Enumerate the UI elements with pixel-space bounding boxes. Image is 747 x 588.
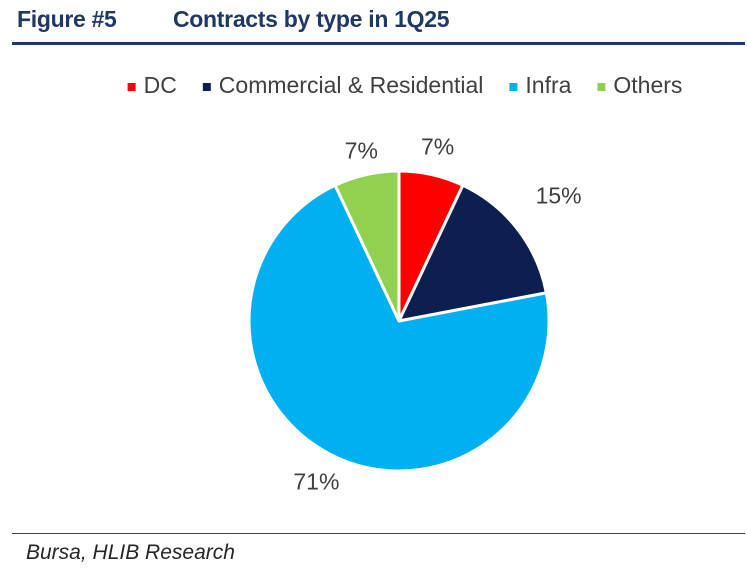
legend-label-commercial-residential: Commercial & Residential: [219, 72, 484, 98]
pie-slice-infra: [247, 183, 551, 473]
data-label-commercial-residential: 15%: [536, 182, 582, 208]
legend-swatch-commercial-residential: [202, 83, 211, 91]
legend-label-infra: Infra: [525, 72, 571, 98]
legend-label-others: Others: [613, 72, 682, 98]
figure-header: [12, 6, 745, 45]
chart-legend: DC Commercial & Residential Infra Others: [127, 72, 682, 98]
data-label-dc: 7%: [421, 133, 454, 159]
pie-slice-others: [333, 169, 401, 323]
pie-data-labels: 7% 15% 71% 7%: [293, 133, 581, 494]
legend-swatch-others: [597, 83, 606, 91]
pie-slice-commercial-residential: [397, 183, 548, 323]
data-label-infra: 71%: [293, 468, 339, 494]
legend-swatch-infra: [509, 83, 518, 91]
figure-title: Contracts by type in 1Q25: [173, 6, 450, 32]
data-label-others: 7%: [345, 137, 378, 163]
pie-slices: [247, 169, 551, 473]
source-note: Bursa, HLIB Research: [26, 541, 235, 564]
figure-number: Figure #5: [17, 6, 117, 32]
legend-label-dc: DC: [144, 72, 177, 98]
footer-divider: [12, 533, 745, 534]
legend-swatch-dc: [127, 83, 136, 91]
